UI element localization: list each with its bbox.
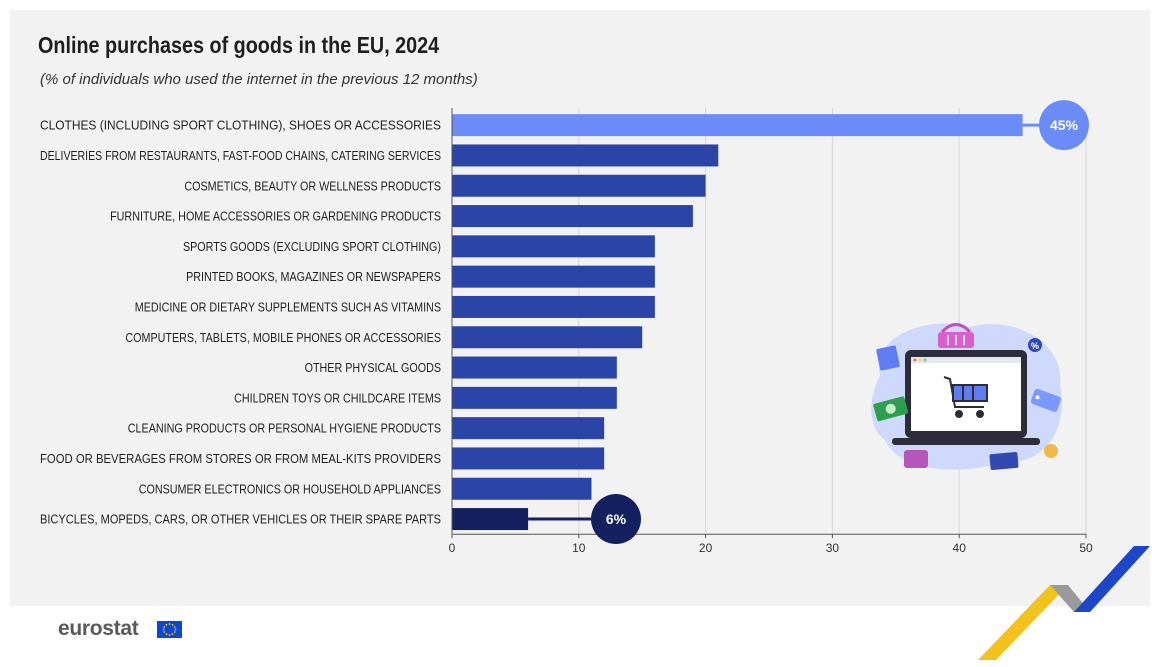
category-labels: CLOTHES (INCLUDING SPORT CLOTHING), SHOE… [40,119,441,527]
x-tick-label: 40 [953,541,967,555]
shopping-basket-icon [938,323,974,348]
chart-subtitle: (% of individuals who used the internet … [40,71,478,88]
category-label: SPORTS GOODS (EXCLUDING SPORT CLOTHING) [183,240,441,254]
wallet-icon [904,450,928,468]
eurostat-logo: eurostat [58,617,139,640]
x-tick-label: 10 [572,541,586,555]
callout-bubble [1039,100,1089,151]
corner-decoration [978,546,1150,660]
bar [452,326,643,349]
category-label: DELIVERIES FROM RESTAURANTS, FAST-FOOD C… [40,149,441,163]
bar [452,417,605,440]
category-label: OTHER PHYSICAL GOODS [305,361,441,375]
callout-label: 45% [1050,117,1079,133]
category-label: COMPUTERS, TABLETS, MOBILE PHONES OR ACC… [125,331,441,345]
bar [452,205,693,228]
category-label: CLEANING PRODUCTS OR PERSONAL HYGIENE PR… [128,422,441,436]
x-tick-label: 20 [699,541,713,555]
category-label: FURNITURE, HOME ACCESSORIES OR GARDENING… [110,210,441,224]
category-label: CONSUMER ELECTRONICS OR HOUSEHOLD APPLIA… [139,482,441,496]
x-tick-label: 0 [449,541,456,555]
bars [452,114,1023,531]
bar [452,447,605,470]
bar [452,508,529,531]
bar [452,235,655,258]
credit-card-icon [989,451,1019,471]
value-callouts: 45% 6% [528,100,1089,545]
bar [452,114,1023,137]
category-label: CLOTHES (INCLUDING SPORT CLOTHING), SHOE… [40,119,441,133]
category-label: PRINTED BOOKS, MAGAZINES OR NEWSPAPERS [186,270,441,284]
bar [452,477,592,500]
eu-flag-icon [157,621,182,638]
banknote-icon [873,396,909,422]
category-label: COSMETICS, BEAUTY OR WELLNESS PRODUCTS [184,179,441,193]
bar [452,356,617,379]
bar [452,295,655,318]
category-label: MEDICINE OR DIETARY SUPPLEMENTS SUCH AS … [135,300,441,314]
bar [452,144,719,167]
bar [452,174,706,197]
category-label: CHILDREN TOYS OR CHILDCARE ITEMS [234,391,441,405]
bar [452,386,617,409]
shopping-cart-icon [943,376,988,418]
category-label: FOOD OR BEVERAGES FROM STORES OR FROM ME… [40,452,441,466]
svg-text:%: % [1031,341,1039,351]
bar [452,265,655,288]
chart-title: Online purchases of goods in the EU, 202… [38,32,440,58]
category-label: BICYCLES, MOPEDS, CARS, OR OTHER VEHICLE… [40,513,441,527]
coin-icon [1044,444,1058,458]
x-tick-label: 30 [826,541,840,555]
percent-badge-icon [1028,338,1042,352]
callout-bubble [591,494,641,545]
price-tag-icon [1030,388,1061,412]
online-shopping-illustration: % [871,323,1062,471]
x-axis: 0 10 20 30 40 50 [449,108,1093,555]
card-icon-small [876,345,900,371]
callout-label: 6% [606,511,627,527]
x-tick-label: 50 [1079,541,1093,555]
